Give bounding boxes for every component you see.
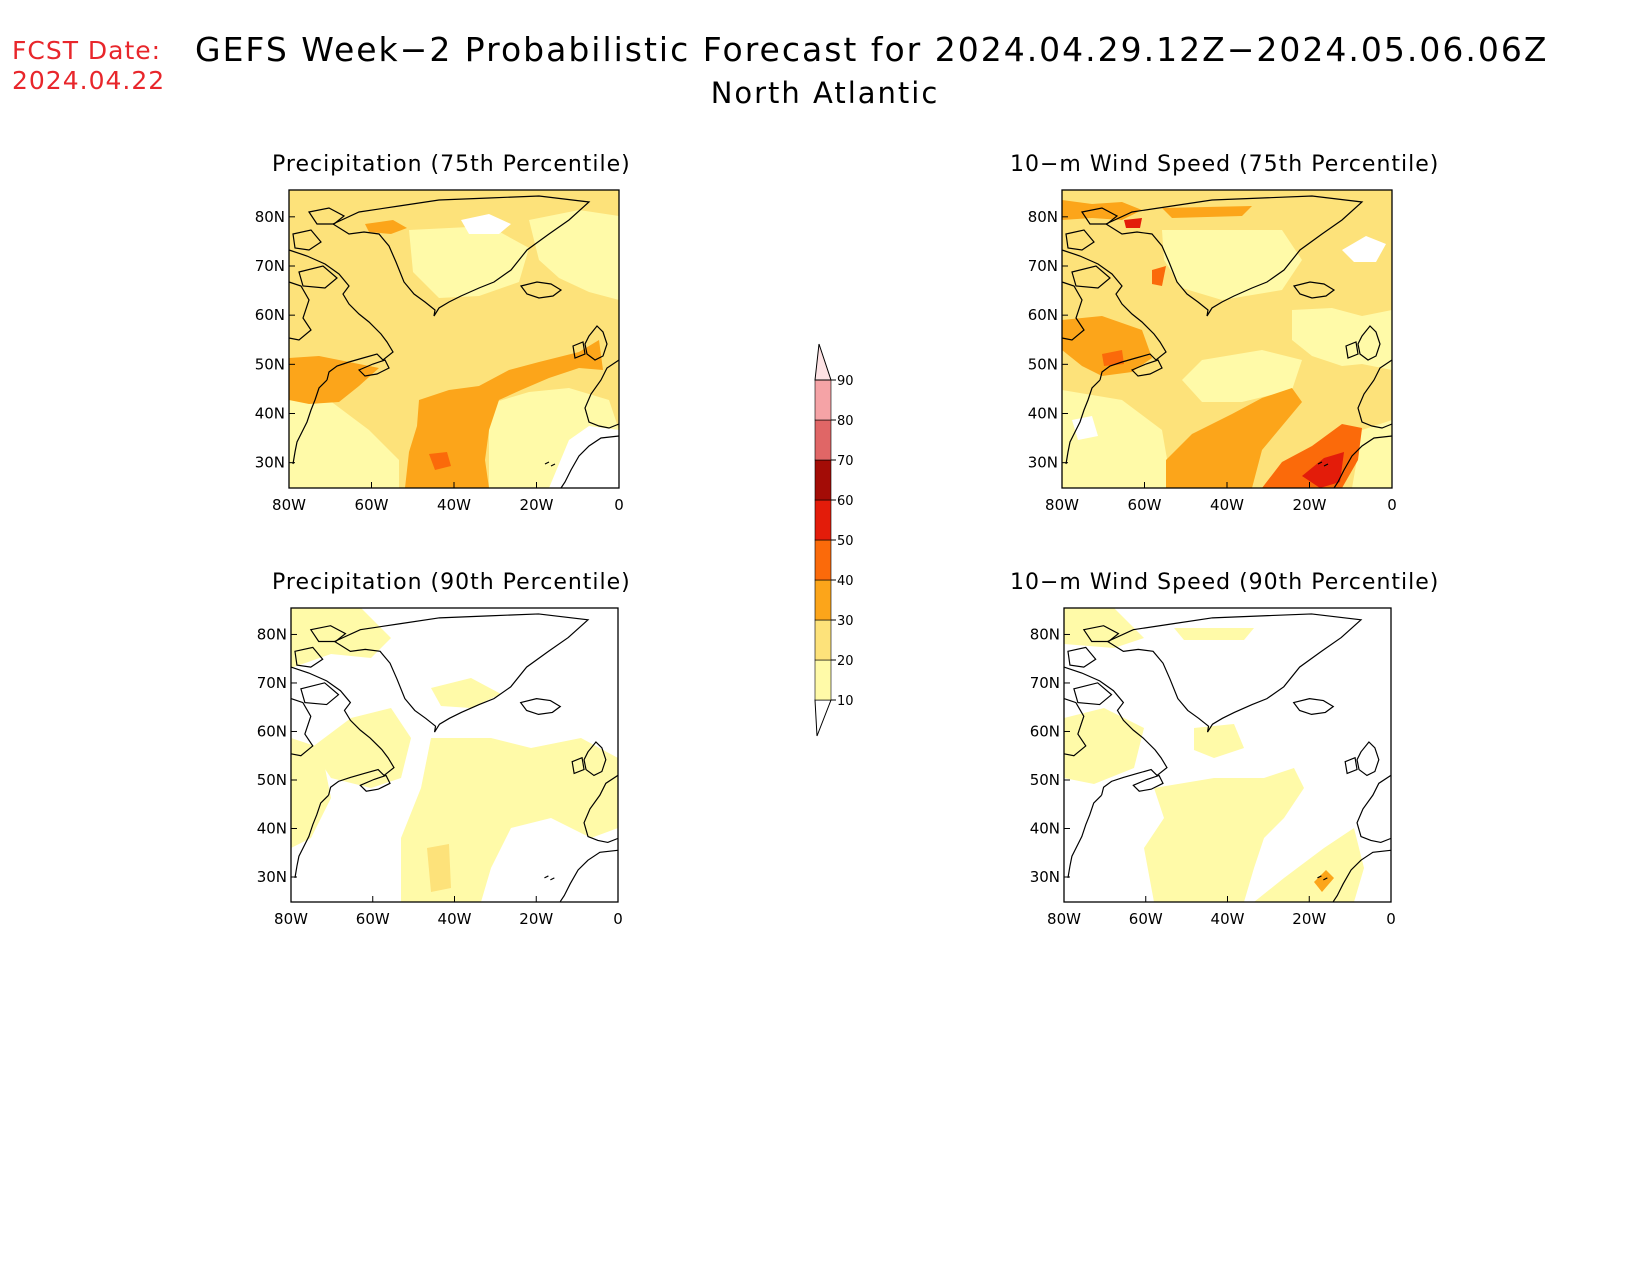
colorbar-segment <box>814 659 832 701</box>
lat-tick-label: 30N <box>257 868 287 886</box>
lon-tick-label: 20W <box>520 496 554 514</box>
lon-tick-label: 40W <box>437 496 471 514</box>
lon-tick-label: 40W <box>438 910 472 928</box>
lon-tick-label: 80W <box>1047 910 1081 928</box>
lon-tick-label: 20W <box>1293 496 1327 514</box>
colorbar-segment <box>814 459 832 501</box>
map-wind-75 <box>1061 189 1393 489</box>
colorbar-segment <box>814 499 832 541</box>
lat-tick-label: 70N <box>257 674 287 692</box>
lon-tick-label: 80W <box>274 910 308 928</box>
lat-tick-label: 80N <box>255 208 285 226</box>
page-title: GEFS Week−2 Probabilistic Forecast for 2… <box>195 30 1549 69</box>
panel-title-precip-90: Precipitation (90th Percentile) <box>272 570 631 595</box>
lat-tick-label: 80N <box>257 625 287 643</box>
panel-title-wind-75: 10−m Wind Speed (75th Percentile) <box>1010 152 1440 177</box>
panel-title-precip-75: Precipitation (75th Percentile) <box>272 152 631 177</box>
lon-tick-label: 80W <box>272 496 306 514</box>
lon-tick-label: 0 <box>1386 910 1396 928</box>
forecast-date-value: 2024.04.22 <box>12 66 166 95</box>
lat-tick-label: 80N <box>1030 625 1060 643</box>
lat-tick-label: 30N <box>1030 868 1060 886</box>
map-precip-90 <box>290 607 619 903</box>
lat-tick-label: 50N <box>255 355 285 373</box>
lat-tick-label: 40N <box>1030 820 1060 838</box>
lon-tick-label: 0 <box>1387 496 1397 514</box>
lat-tick-label: 30N <box>255 454 285 472</box>
colorbar-label: 30 <box>837 614 854 629</box>
colorbar-label: 70 <box>837 454 854 469</box>
map-wind-90 <box>1063 607 1392 903</box>
colorbar-label: 20 <box>837 654 854 669</box>
colorbar-label: 40 <box>837 574 854 589</box>
lon-tick-label: 20W <box>1292 910 1326 928</box>
lat-tick-label: 50N <box>1030 771 1060 789</box>
colorbar-label: 90 <box>837 374 854 389</box>
colorbar-label: 50 <box>837 534 854 549</box>
lon-tick-label: 60W <box>356 910 390 928</box>
lon-tick-label: 60W <box>1129 910 1163 928</box>
colorbar-segment <box>814 619 832 661</box>
lon-tick-label: 20W <box>519 910 553 928</box>
lat-tick-label: 40N <box>257 820 287 838</box>
lon-tick-label: 80W <box>1045 496 1079 514</box>
page-subtitle: North Atlantic <box>710 76 940 110</box>
lon-tick-label: 40W <box>1211 910 1245 928</box>
colorbar-segment <box>814 539 832 581</box>
colorbar-label: 60 <box>837 494 854 509</box>
lon-tick-label: 40W <box>1210 496 1244 514</box>
map-precip-75 <box>288 189 620 489</box>
colorbar-segment <box>814 379 832 421</box>
lat-tick-label: 80N <box>1028 208 1058 226</box>
lat-tick-label: 70N <box>255 257 285 275</box>
lon-tick-label: 60W <box>355 496 389 514</box>
lat-tick-label: 60N <box>257 722 287 740</box>
lat-tick-label: 40N <box>255 405 285 423</box>
forecast-date: FCST Date: 2024.04.22 <box>12 36 165 96</box>
lat-tick-label: 60N <box>255 306 285 324</box>
lat-tick-label: 50N <box>257 771 287 789</box>
colorbar-label: 80 <box>837 414 854 429</box>
colorbar-label: 10 <box>837 694 854 709</box>
lat-tick-label: 30N <box>1028 454 1058 472</box>
panel-title-wind-90: 10−m Wind Speed (90th Percentile) <box>1010 570 1440 595</box>
lon-tick-label: 0 <box>614 496 624 514</box>
colorbar-segment <box>814 419 832 461</box>
colorbar: 10 20 30 40 50 60 70 80 90 <box>814 343 854 737</box>
lon-tick-label: 0 <box>613 910 623 928</box>
colorbar-low-end <box>814 699 832 737</box>
lat-tick-label: 70N <box>1030 674 1060 692</box>
lat-tick-label: 50N <box>1028 355 1058 373</box>
lat-tick-label: 60N <box>1030 722 1060 740</box>
lat-tick-label: 40N <box>1028 405 1058 423</box>
forecast-date-label: FCST Date: <box>12 36 162 65</box>
lon-tick-label: 60W <box>1128 496 1162 514</box>
lat-tick-label: 70N <box>1028 257 1058 275</box>
lat-tick-label: 60N <box>1028 306 1058 324</box>
colorbar-high-end <box>814 343 832 381</box>
colorbar-segment <box>814 579 832 621</box>
